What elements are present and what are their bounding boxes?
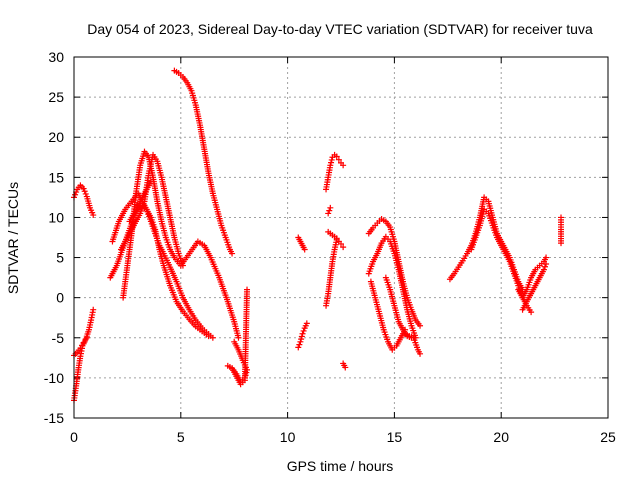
x-axis-title: GPS time / hours (287, 458, 394, 474)
data-point (80, 185, 87, 192)
series-low-spots (229, 286, 251, 388)
data-point (209, 334, 216, 341)
x-tick-label: 25 (600, 429, 616, 445)
data-point (300, 327, 307, 334)
data-point (335, 156, 342, 163)
y-tick-label: 30 (48, 49, 64, 65)
series-far-right (558, 214, 565, 247)
data-point (243, 369, 250, 376)
data-point (90, 212, 97, 219)
series-tall-fall (171, 67, 236, 257)
y-tick-label: 15 (48, 169, 64, 185)
x-tick-label: 5 (177, 429, 185, 445)
data-point (299, 330, 306, 337)
data-point (338, 240, 344, 247)
data-point (340, 244, 347, 251)
series-mid-neg (295, 320, 310, 351)
data-point (540, 266, 547, 273)
data-point (83, 334, 90, 341)
series-mid-rise (323, 236, 340, 309)
data-point (528, 309, 535, 316)
data-points (71, 67, 565, 404)
data-point (231, 338, 238, 345)
data-point (90, 306, 97, 313)
series-right-tail (515, 254, 550, 301)
y-tick-label: -15 (44, 410, 64, 426)
data-point (541, 263, 548, 270)
data-point (327, 162, 334, 169)
series-mid-top (325, 204, 334, 217)
data-point (340, 162, 347, 169)
series-late-arc (365, 233, 419, 341)
data-point (205, 333, 212, 340)
data-point (82, 190, 89, 197)
series-mid-short (295, 234, 308, 253)
data-point (326, 207, 333, 214)
x-tick-label: 20 (493, 429, 509, 445)
data-point (333, 153, 340, 160)
series-right-cluster (519, 260, 550, 313)
y-tick-label: 10 (48, 209, 64, 225)
y-tick-label: 25 (48, 89, 64, 105)
data-point (244, 286, 251, 293)
data-point (328, 159, 335, 166)
series-early-low (71, 334, 90, 359)
data-point (558, 240, 565, 247)
tick-labels: 0 5 10 15 20 25 -15 -10 -5 0 5 10 15 20 25 30 (44, 49, 616, 445)
data-point (298, 336, 305, 343)
data-point (229, 250, 236, 257)
data-point (328, 156, 335, 163)
data-point (543, 260, 550, 267)
data-point (417, 350, 424, 357)
data-point (297, 338, 304, 345)
y-tick-label: -5 (52, 330, 65, 346)
data-point (325, 210, 332, 217)
series-arc-d (117, 151, 186, 269)
chart-title: Day 054 of 2023, Sidereal Day-to-day VTE… (87, 21, 593, 37)
data-point (81, 188, 88, 195)
data-point (543, 254, 550, 261)
data-point (301, 246, 308, 253)
y-tick-label: 5 (56, 250, 64, 266)
x-tick-label: 0 (70, 429, 78, 445)
series-mid-low (340, 360, 349, 371)
series-right-inner (468, 206, 535, 316)
data-point (295, 344, 302, 351)
data-point (179, 262, 186, 269)
data-point (296, 341, 303, 348)
grid (74, 57, 608, 418)
series-arc-e (126, 178, 154, 225)
series-early-peak (71, 182, 97, 219)
y-tick-label: -10 (44, 370, 64, 386)
y-axis-title: SDTVAR / TECUs (5, 182, 21, 294)
data-point (147, 178, 154, 185)
y-tick-label: 0 (56, 290, 64, 306)
series-early-rise (71, 306, 97, 404)
data-point (303, 320, 310, 327)
x-tick-label: 15 (387, 429, 403, 445)
data-point (72, 191, 79, 198)
series-late-bottom (402, 330, 424, 357)
series-mid-peak (323, 151, 347, 193)
data-point (417, 322, 424, 329)
y-tick-label: 20 (48, 129, 64, 145)
data-point (298, 333, 305, 340)
data-point (327, 204, 334, 211)
series-late-fall (367, 278, 409, 353)
x-tick-label: 10 (280, 429, 296, 445)
data-point (342, 364, 349, 371)
data-point (235, 334, 242, 341)
plot-frame (73, 56, 609, 419)
data-point (333, 236, 340, 243)
